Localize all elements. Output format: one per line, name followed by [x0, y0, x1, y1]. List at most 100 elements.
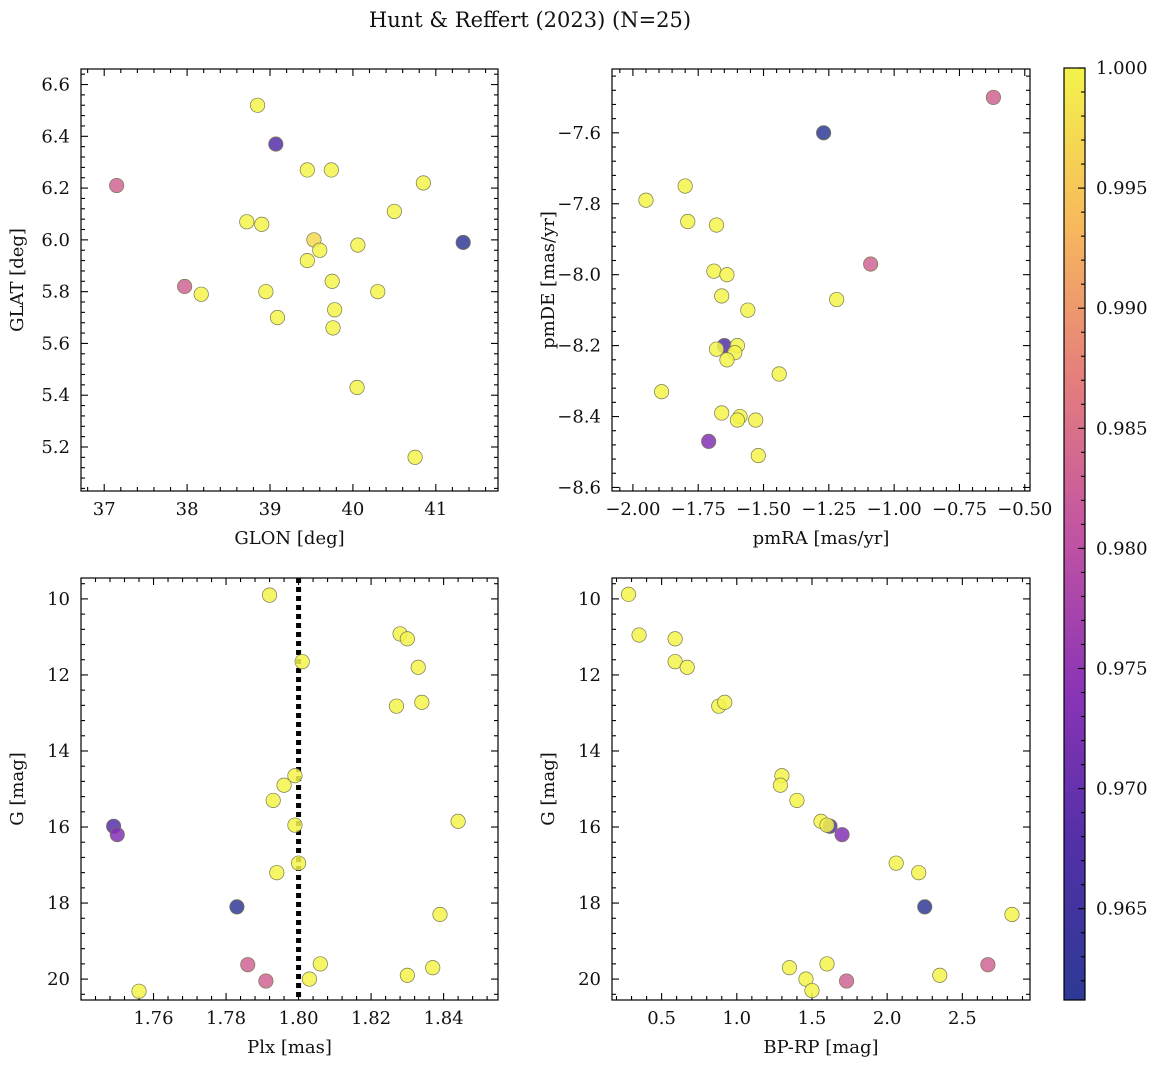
data-point [772, 777, 788, 793]
y-tick-label: 18 [47, 893, 70, 914]
x-tick-label: 1.80 [279, 1008, 319, 1029]
x-tick-label: −0.50 [997, 499, 1052, 520]
data-point [985, 89, 1001, 105]
colorbar-tick-label: 0.980 [1096, 538, 1148, 559]
y-axis-label: G [mag] [7, 752, 28, 825]
x-tick-label: −0.75 [932, 499, 987, 520]
data-point [455, 234, 471, 251]
data-point [254, 216, 270, 232]
y-tick-label: 10 [47, 589, 70, 610]
data-point [819, 956, 835, 972]
y-tick-label: 5.4 [41, 385, 70, 406]
data-point [706, 263, 722, 279]
data-point [349, 379, 365, 395]
data-point [425, 960, 441, 976]
y-tick-label: 5.8 [41, 282, 70, 303]
data-point [269, 865, 285, 881]
data-point [911, 865, 927, 881]
data-point [714, 288, 730, 304]
data-point [679, 659, 695, 675]
y-tick-label: 5.2 [41, 437, 70, 458]
data-point [265, 792, 281, 808]
data-point [287, 768, 303, 784]
y-tick-label: 6.2 [41, 178, 70, 199]
x-tick-label: 41 [424, 499, 447, 520]
data-point [415, 175, 431, 191]
y-tick-label: 10 [578, 589, 601, 610]
y-tick-label: 20 [578, 969, 601, 990]
y-tick-label: 14 [578, 741, 601, 762]
axes-frame [80, 68, 499, 492]
panel-pmra-pmde: −2.00 −1.75 −1.50 −1.25 −1.00 −0.75 −0.50 −8.6 −… [538, 68, 1052, 549]
colorbar-tick-label: 0.995 [1096, 178, 1148, 199]
x-tick-label: 1.76 [133, 1008, 173, 1029]
x-tick-label: 39 [259, 499, 282, 520]
data-point [740, 302, 756, 318]
data-point [276, 777, 292, 793]
y-tick-label: −8.4 [557, 407, 601, 428]
data-point [323, 162, 339, 178]
y-tick-label: 16 [578, 817, 601, 838]
data-point [370, 284, 386, 300]
data-point [667, 631, 683, 647]
x-tick-label: −1.75 [671, 499, 726, 520]
data-point [680, 213, 696, 230]
data-point [325, 320, 341, 336]
x-tick-label: 1.84 [424, 1008, 464, 1029]
panel-glon-glat: 37 38 39 40 41 5.2 5.4 5.6 5.8 6.0 6.2 6.4 6.6 GLON [… [7, 68, 499, 549]
x-tick-label: 0.5 [647, 1008, 676, 1029]
data-point [748, 412, 764, 428]
data-point [268, 136, 284, 152]
data-point [177, 278, 193, 295]
data-point [109, 177, 125, 194]
y-tick-label: 6.4 [41, 126, 70, 147]
data-point [399, 967, 415, 983]
colorbar-tick-label: 0.965 [1096, 899, 1148, 920]
x-tick-label: 2.0 [873, 1008, 902, 1029]
data-point [863, 256, 879, 272]
data-point [262, 587, 278, 603]
data-point [410, 659, 426, 675]
data-point [781, 960, 797, 976]
data-point [312, 242, 328, 258]
axes-frame [80, 577, 499, 1001]
data-point [829, 291, 845, 308]
y-axis-label: G [mag] [538, 752, 559, 825]
data-point [386, 203, 402, 219]
y-tick-label: 18 [578, 893, 601, 914]
data-point [631, 627, 647, 643]
data-point [750, 447, 766, 464]
data-point [450, 813, 466, 829]
x-tick-label: −1.25 [801, 499, 856, 520]
data-point [932, 967, 948, 983]
y-tick-label: 6.6 [41, 75, 70, 96]
data-point [917, 899, 933, 915]
data-point [789, 792, 805, 808]
data-point [291, 855, 307, 871]
data-point [729, 412, 745, 428]
y-axis-label: pmDE [mas/yr] [538, 211, 559, 349]
data-point [414, 694, 430, 710]
colorbar-tick-label: 0.975 [1096, 659, 1148, 680]
axes-frame [611, 68, 1031, 492]
y-tick-label: −8.2 [557, 336, 601, 357]
data-point [299, 162, 315, 178]
data-point [714, 405, 730, 421]
data-point [708, 217, 725, 233]
data-point [654, 384, 670, 400]
figure-title: Hunt & Reffert (2023) (N=25) [369, 8, 691, 32]
colorbar-tick-label: 1.000 [1096, 58, 1148, 79]
data-point [1004, 906, 1020, 923]
x-tick-label: −1.50 [736, 499, 791, 520]
data-point [816, 125, 832, 141]
data-point [301, 971, 317, 987]
data-point [299, 253, 315, 269]
x-tick-label: 1.5 [798, 1008, 827, 1029]
x-axis-label: Plx [mas] [247, 1037, 332, 1058]
data-point [399, 631, 415, 647]
data-point [819, 817, 835, 833]
y-tick-label: 12 [47, 665, 70, 686]
colorbar-tick-label: 0.990 [1096, 298, 1148, 319]
x-tick-label: 1.82 [351, 1008, 391, 1029]
panel-plx-g: 1.76 1.78 1.80 1.82 1.84 10 12 14 16 18 20 Plx [mas… [7, 577, 499, 1058]
